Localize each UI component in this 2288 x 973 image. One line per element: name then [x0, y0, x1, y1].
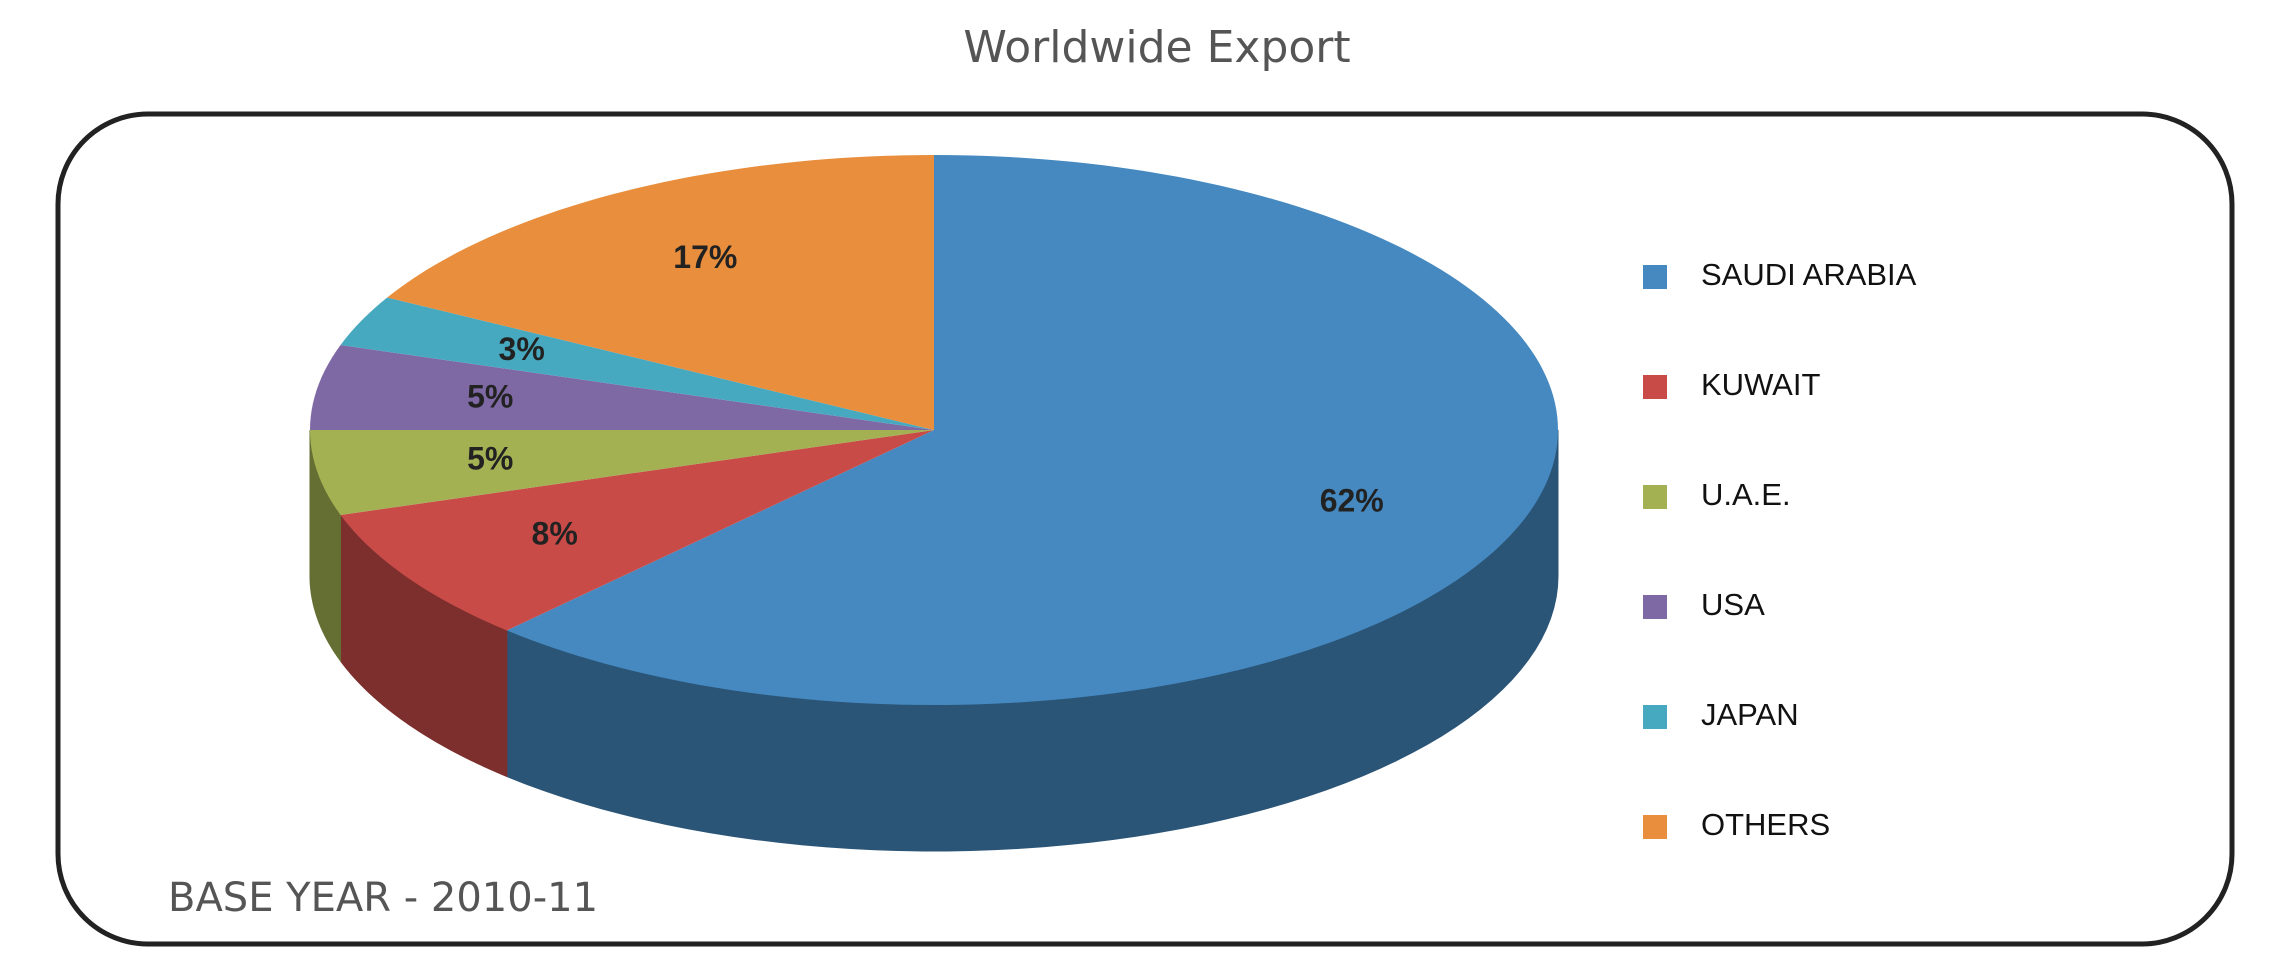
legend-swatch — [1643, 595, 1667, 619]
slice — [340, 430, 934, 631]
legend-label: U.A.E. — [1701, 477, 1791, 512]
slice — [506, 155, 1558, 705]
frame — [55, 111, 2235, 947]
data-label: 62% — [1320, 482, 1384, 518]
legend-label: JAPAN — [1701, 697, 1799, 732]
slice — [310, 430, 934, 515]
legend-label: KUWAIT — [1701, 367, 1820, 402]
legend-swatch — [1643, 265, 1667, 289]
slice-side — [309, 429, 342, 663]
legend-label: SAUDI ARABIA — [1701, 257, 1917, 292]
legend-swatch — [1643, 485, 1667, 509]
legend-swatch — [1643, 705, 1667, 729]
data-label: 17% — [673, 239, 737, 275]
chart-title: Worldwide Export — [963, 22, 1350, 73]
annotation: BASE YEAR - 2010-11 — [168, 875, 598, 921]
data-label: 8% — [532, 516, 578, 552]
slice — [310, 345, 934, 430]
legend-label: OTHERS — [1701, 807, 1830, 842]
data-label: 3% — [499, 331, 545, 367]
slice — [387, 155, 934, 430]
data-label: 5% — [467, 378, 513, 414]
data-label: 5% — [467, 440, 513, 476]
slice — [340, 297, 934, 430]
legend-swatch — [1643, 815, 1667, 839]
legend-swatch — [1643, 375, 1667, 399]
legend-label: USA — [1701, 587, 1765, 622]
